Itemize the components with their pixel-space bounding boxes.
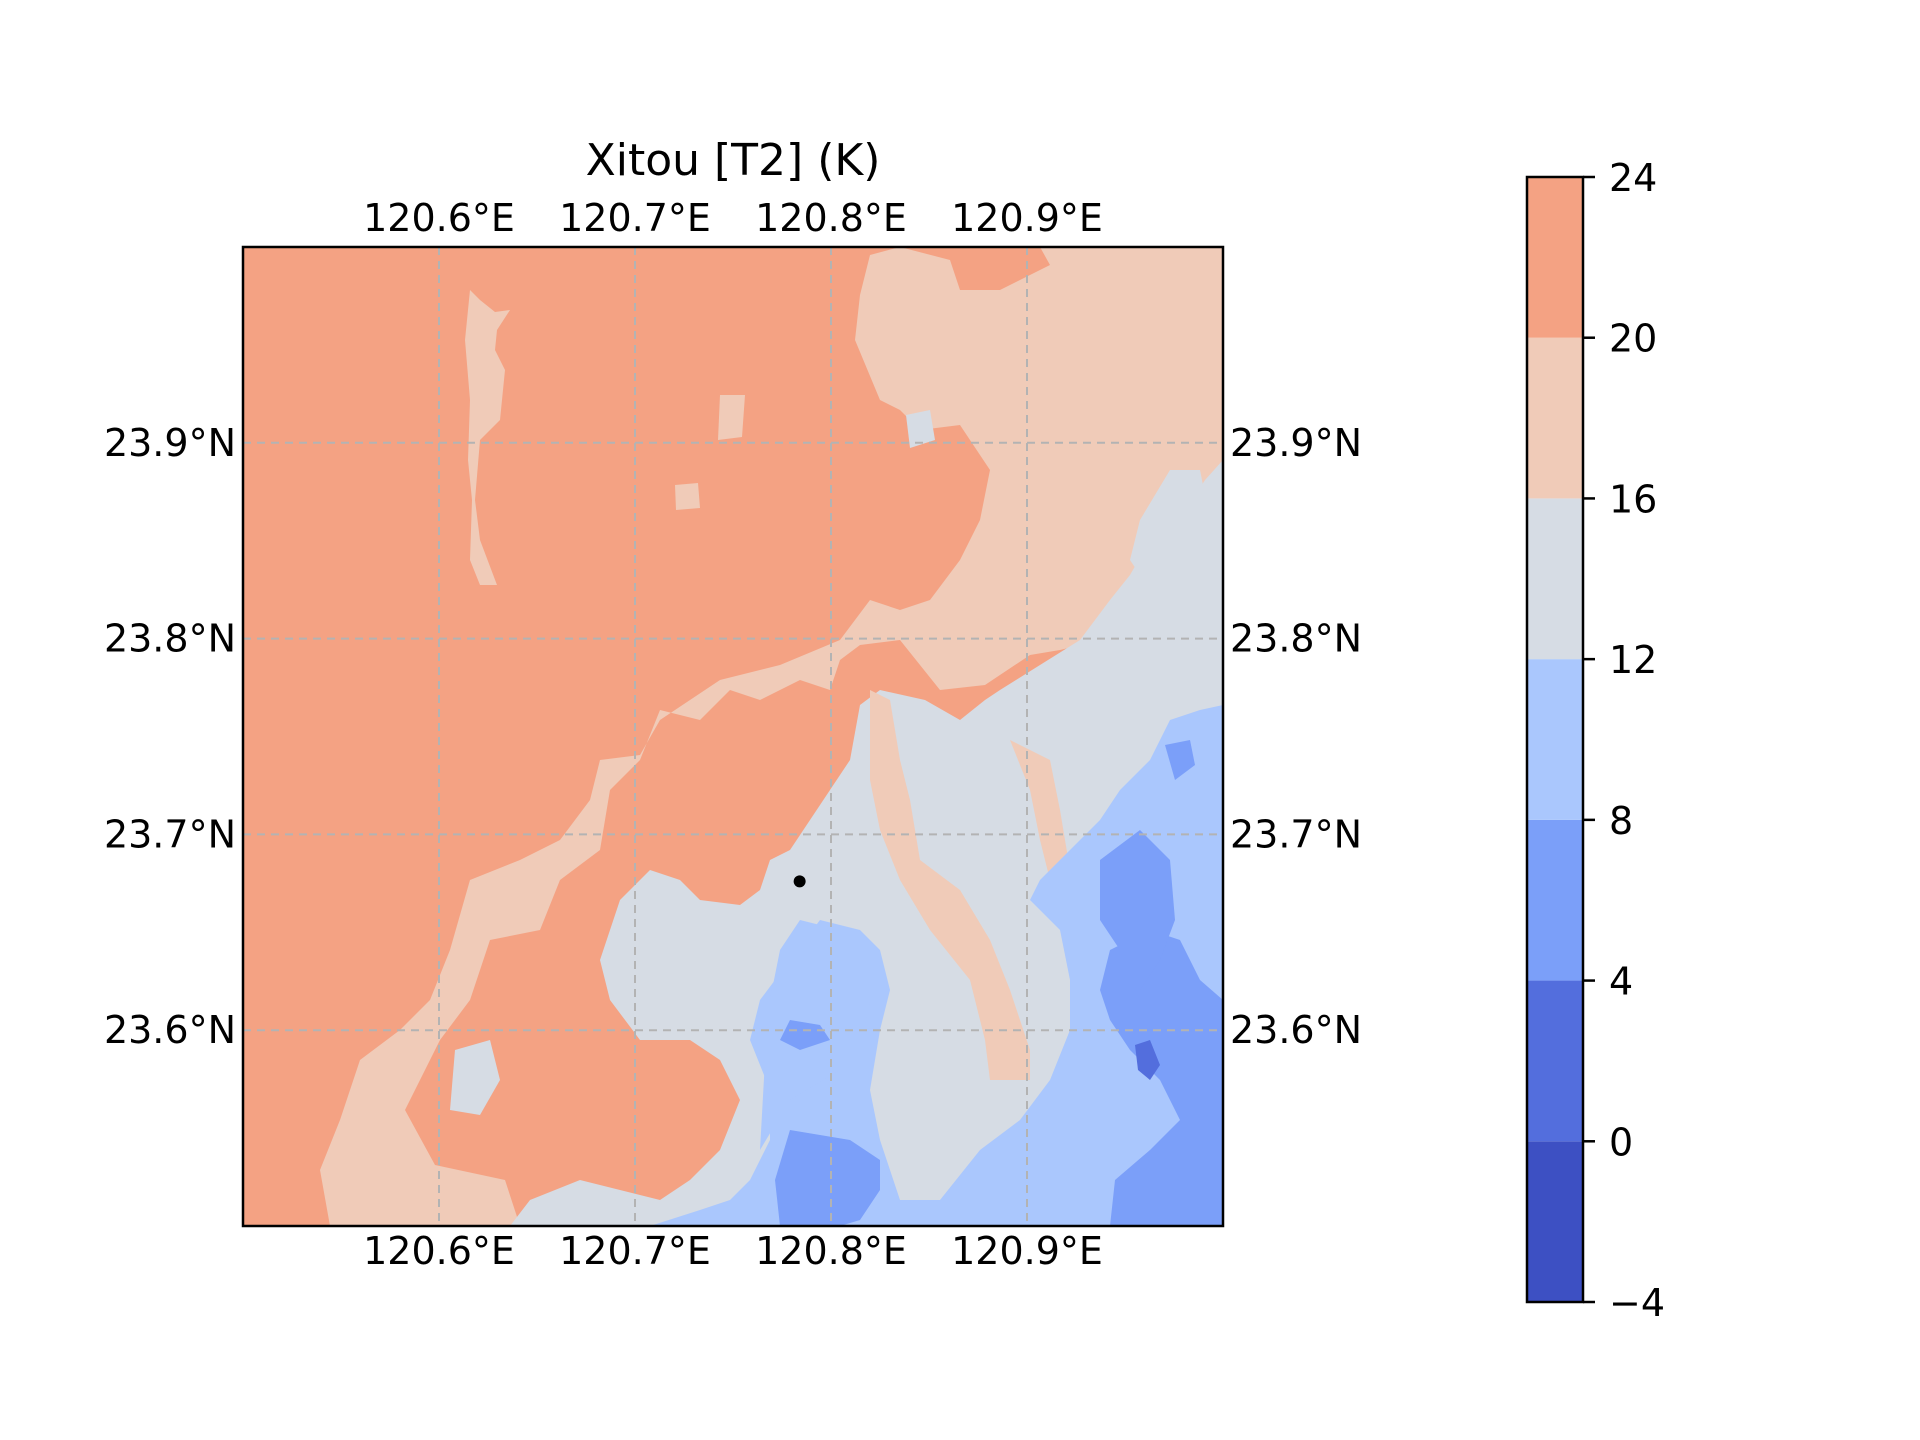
top-x-tick-labels: 120.6°E 120.7°E 120.8°E 120.9°E [363,196,1103,240]
right-y-tick-label: 23.9°N [1230,421,1362,465]
left-y-tick-label: 23.8°N [104,617,236,661]
map-frame [241,245,1225,1228]
region-mild-patch [675,483,700,510]
region-cold-4-8 [1100,930,1223,1226]
colorbar-tick-label: 8 [1609,799,1633,843]
right-y-tick-label: 23.8°N [1230,617,1362,661]
left-y-tick-labels: 23.6°N 23.7°N 23.8°N 23.9°N [104,421,236,1052]
region-cold-0-4 [1135,1040,1160,1080]
colorbar-frame [1525,175,1585,1304]
region-cool-pocket [450,1040,500,1115]
colorbar-segment [1527,819,1583,981]
gridlines [243,247,1223,1226]
right-y-tick-label: 23.6°N [1230,1008,1362,1052]
bottom-x-tick-label: 120.7°E [559,1229,711,1273]
top-x-tick-label: 120.7°E [559,196,711,240]
colorbar-tick-label: 4 [1609,960,1633,1004]
colorbar-tick-label: 24 [1609,156,1657,200]
right-y-tick-label: 23.7°N [1230,812,1362,856]
colorbar-segment [1527,498,1583,660]
top-x-tick-label: 120.6°E [363,196,515,240]
region-cold-4-8 [780,1020,830,1050]
station-marker [793,875,806,888]
temperature-map [243,247,1223,1226]
right-y-tick-labels: 23.6°N 23.7°N 23.8°N 23.9°N [1230,421,1362,1052]
region-cold-4-8 [1100,830,1175,990]
region-mild-strip [465,290,510,585]
colorbar-tick-label: 12 [1609,638,1657,682]
region-cold-4-8 [775,1130,880,1226]
colorbar-tick-label: 20 [1609,317,1657,361]
colorbar-segment [1527,1141,1583,1302]
colorbar-segment [1527,177,1583,338]
region-cool-pocket [906,410,935,448]
colorbar-tick-label: 16 [1609,477,1657,521]
left-y-tick-label: 23.9°N [104,421,236,465]
region-mild-tongue [1010,740,1070,880]
top-x-tick-label: 120.8°E [755,196,907,240]
region-mild-tongue [870,690,1030,1080]
colorbar-segment [1527,659,1583,820]
region-cool-12-16 [510,460,1223,1226]
region-cool-pocket [1130,470,1210,590]
region-mild-patch [718,395,745,440]
left-y-tick-label: 23.7°N [104,812,236,856]
colorbar: −4 0 4 8 12 16 20 24 [1525,156,1665,1325]
region-mild-16-20 [243,247,1223,1226]
colorbar-segment [1527,980,1583,1142]
colorbar-tick-label: −4 [1609,1281,1665,1325]
bottom-x-tick-label: 120.9°E [951,1229,1103,1273]
top-x-tick-label: 120.9°E [951,196,1103,240]
bottom-x-tick-labels: 120.6°E 120.7°E 120.8°E 120.9°E [363,1229,1103,1273]
colorbar-tick-label: 0 [1609,1120,1633,1164]
bottom-x-tick-label: 120.6°E [363,1229,515,1273]
colorbar-segment [1527,337,1583,499]
region-cold-4-8 [1165,740,1195,780]
bottom-x-tick-label: 120.8°E [755,1229,907,1273]
map-title: Xitou [T2] (K) [586,135,881,186]
left-y-tick-label: 23.6°N [104,1008,236,1052]
